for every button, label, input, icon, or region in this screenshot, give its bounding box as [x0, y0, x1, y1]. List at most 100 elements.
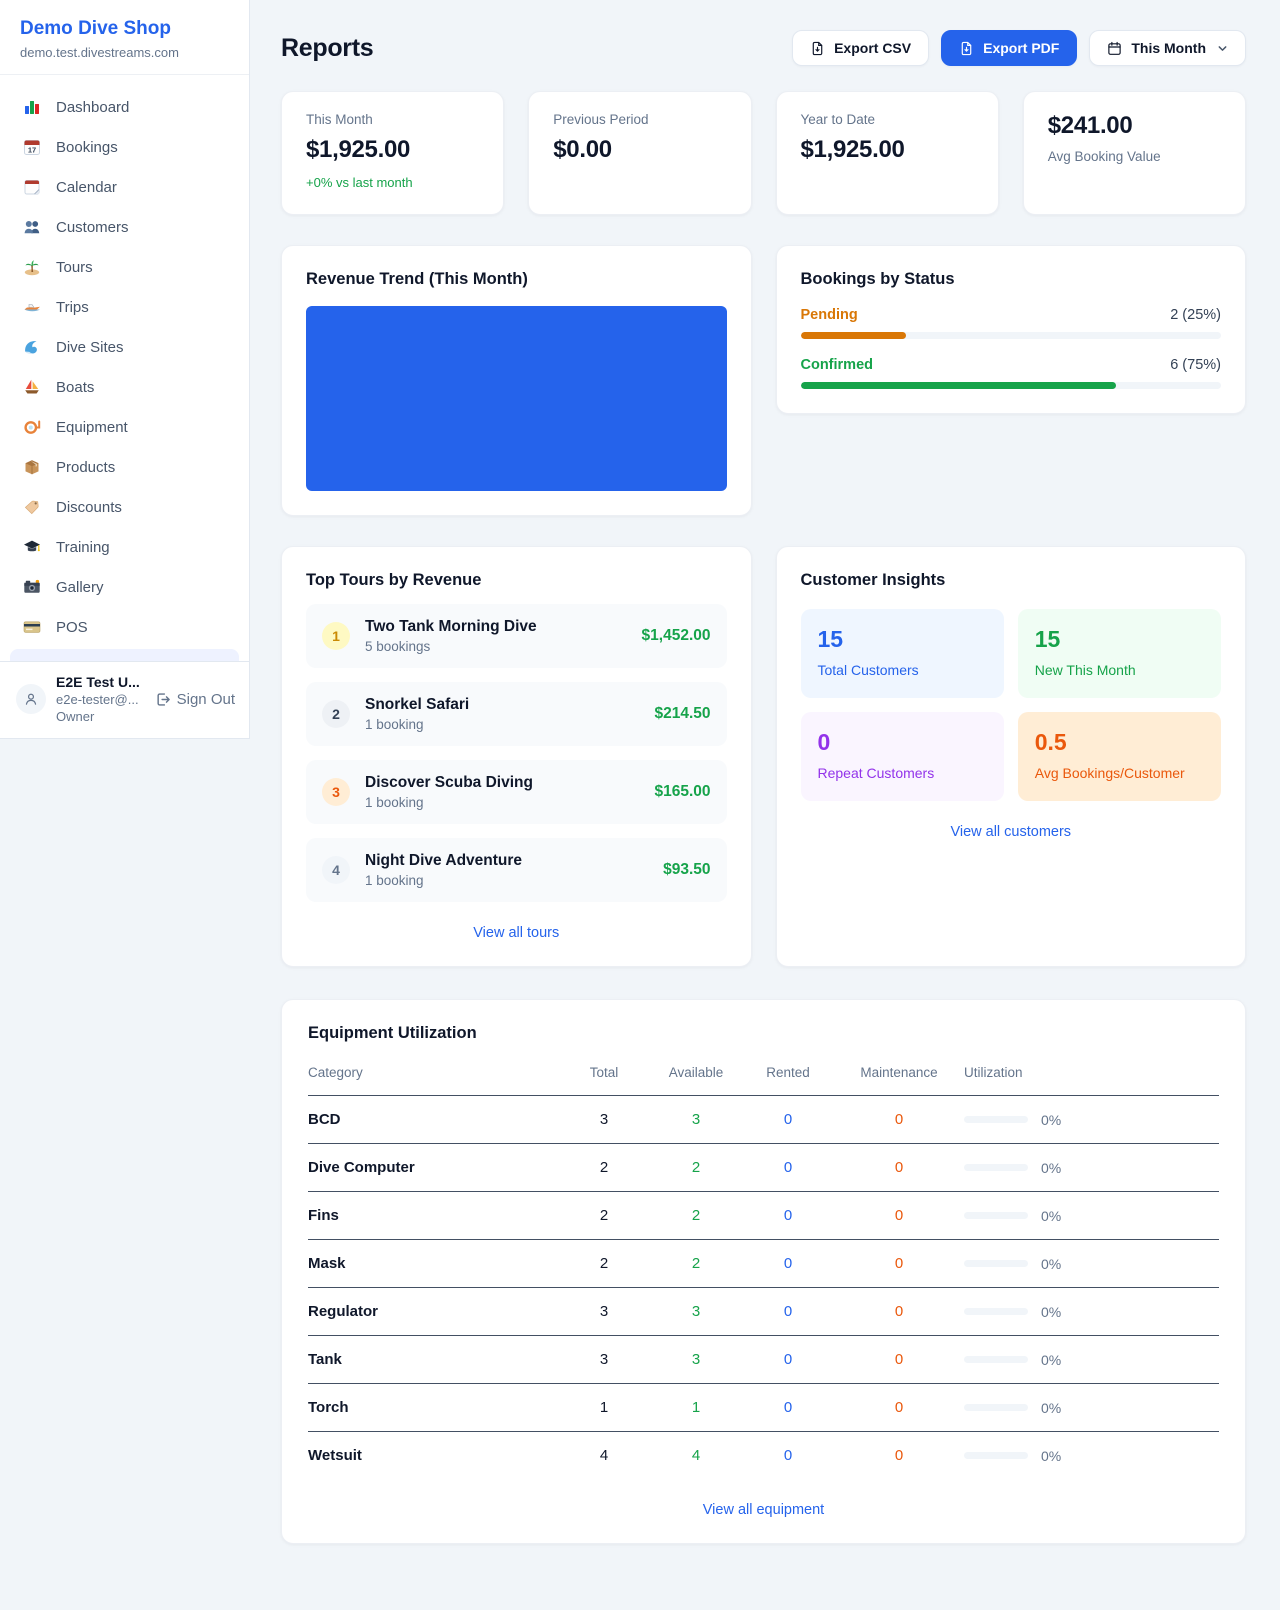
equipment-category: Regulator — [308, 1287, 558, 1336]
stat-card-this-month: This Month $1,925.00 +0% vs last month — [281, 91, 505, 215]
top-tours-title: Top Tours by Revenue — [306, 571, 482, 589]
insight-value: 0.5 — [1034, 729, 1067, 755]
utilization-bar-track — [964, 1260, 1028, 1267]
sidebar-item-label: Products — [56, 458, 116, 476]
wave-icon — [22, 337, 42, 357]
sidebar-item-training[interactable]: Training — [10, 527, 239, 567]
sidebar-item-calendar[interactable]: Calendar — [10, 167, 239, 207]
equipment-table-row: Regulator 3 3 0 0 0% — [308, 1287, 1219, 1336]
sign-out-button[interactable]: Sign Out — [154, 691, 235, 708]
equipment-maintenance: 0 — [834, 1287, 964, 1336]
equipment-total: 4 — [599, 1447, 609, 1464]
sidebar-item-bookings[interactable]: 17 Bookings — [10, 127, 239, 167]
sidebar-item-reports-active[interactable] — [10, 649, 239, 661]
tour-row[interactable]: 3 Discover Scuba Diving 1 booking $165.0… — [306, 760, 727, 824]
sidebar-item-equipment[interactable]: Equipment — [10, 407, 239, 447]
sidebar-item-discounts[interactable]: Discounts — [10, 487, 239, 527]
status-row: Confirmed 6 (75%) — [800, 357, 1221, 389]
file-download-icon — [959, 41, 974, 56]
tour-name: Two Tank Morning Dive — [365, 618, 537, 635]
tour-name: Night Dive Adventure — [365, 852, 523, 869]
insight-tile: 15 Total Customers — [800, 609, 1004, 698]
tour-bookings: 1 booking — [365, 795, 424, 810]
stat-card-avg-booking-value: $241.00 Avg Booking Value — [1022, 91, 1246, 215]
export-pdf-button[interactable]: Export PDF — [941, 30, 1078, 66]
shop-domain: demo.test.divestreams.com — [20, 45, 179, 60]
insight-label: Avg Bookings/Customer — [1034, 765, 1185, 781]
rank-badge: 2 — [322, 700, 350, 728]
view-all-equipment-link[interactable]: View all equipment — [702, 1502, 825, 1518]
equipment-table-row: Wetsuit 4 4 0 0 0% — [308, 1432, 1219, 1480]
tour-row[interactable]: 2 Snorkel Safari 1 booking $214.50 — [306, 682, 727, 746]
tour-amount: $214.50 — [654, 705, 711, 722]
sidebar-item-gallery[interactable]: Gallery — [10, 567, 239, 607]
equipment-total: 2 — [558, 1239, 650, 1288]
equipment-category: Wetsuit — [308, 1447, 362, 1464]
tour-row[interactable]: 4 Night Dive Adventure 1 booking $93.50 — [306, 838, 727, 902]
utilization-percent: 0% — [1041, 1159, 1062, 1176]
sidebar-item-products[interactable]: Products — [10, 447, 239, 487]
status-bar-fill — [800, 382, 1116, 389]
view-all-tours-link[interactable]: View all tours — [473, 925, 560, 941]
equipment-total: 2 — [558, 1191, 650, 1240]
utilization-percent: 0% — [1041, 1351, 1062, 1368]
sidebar-item-pos[interactable]: POS — [10, 607, 239, 647]
tour-amount: $93.50 — [663, 861, 711, 878]
bookings-by-status-title: Bookings by Status — [800, 270, 955, 288]
credit-card-icon — [22, 617, 42, 637]
tour-row[interactable]: 1 Two Tank Morning Dive 5 bookings $1,45… — [306, 604, 727, 668]
status-row: Pending 2 (25%) — [800, 307, 1221, 339]
sidebar-item-label: Tours — [56, 258, 93, 276]
equipment-table-row: Dive Computer 2 2 0 0 0% — [308, 1143, 1219, 1192]
sidebar-header: Demo Dive Shop demo.test.divestreams.com — [0, 0, 249, 75]
equipment-available: 3 — [650, 1287, 742, 1336]
island-icon — [22, 257, 42, 277]
period-select[interactable]: This Month — [1089, 30, 1246, 66]
sidebar-item-dashboard[interactable]: Dashboard — [10, 87, 239, 127]
equipment-category: BCD — [308, 1095, 558, 1144]
utilization-bar-track — [964, 1356, 1028, 1363]
equipment-table: Category Total Available Rented Maintena… — [308, 1055, 1219, 1479]
sidebar-item-boats[interactable]: Boats — [10, 367, 239, 407]
insight-tile: 15 New This Month — [1017, 609, 1221, 698]
equipment-total: 3 — [558, 1287, 650, 1336]
calendar-pad-icon — [22, 177, 42, 197]
equipment-rented: 0 — [742, 1191, 834, 1240]
equipment-available: 4 — [691, 1447, 701, 1464]
tour-bookings: 1 booking — [365, 717, 424, 732]
export-csv-button[interactable]: Export CSV — [792, 30, 930, 66]
status-count: 6 (75%) — [1170, 357, 1221, 373]
equipment-total: 2 — [558, 1143, 650, 1192]
main-content: Reports Export CSV Export PDF This Month — [250, 0, 1280, 1576]
equipment-rented: 0 — [742, 1335, 834, 1384]
sidebar-item-tours[interactable]: Tours — [10, 247, 239, 287]
insight-label: New This Month — [1034, 662, 1136, 678]
equipment-rented: 0 — [783, 1447, 793, 1464]
customer-insights-title: Customer Insights — [800, 571, 946, 589]
equipment-category: Torch — [308, 1383, 558, 1432]
dive-mask-icon — [22, 417, 42, 437]
status-label: Confirmed — [800, 357, 874, 373]
status-bar-track — [800, 382, 1221, 389]
utilization-percent: 0% — [1041, 1447, 1062, 1464]
view-all-customers-link[interactable]: View all customers — [950, 824, 1072, 840]
stats-row: This Month $1,925.00 +0% vs last month P… — [281, 91, 1246, 215]
sidebar-item-dive-sites[interactable]: Dive Sites — [10, 327, 239, 367]
equipment-maintenance: 0 — [834, 1383, 964, 1432]
sidebar-item-label: Dive Sites — [56, 338, 124, 356]
sidebar-item-label: Bookings — [56, 138, 118, 156]
insight-value: 0 — [817, 729, 831, 755]
stat-card-year-to-date: Year to Date $1,925.00 — [775, 91, 999, 215]
equipment-total: 1 — [558, 1383, 650, 1432]
sailboat-icon — [22, 377, 42, 397]
equipment-table-row: Torch 1 1 0 0 0% — [308, 1383, 1219, 1432]
sidebar-item-customers[interactable]: Customers — [10, 207, 239, 247]
insight-tile: 0.5 Avg Bookings/Customer — [1017, 712, 1221, 801]
utilization-bar-track — [964, 1452, 1028, 1459]
file-download-icon — [810, 41, 825, 56]
bookings-by-status-card: Bookings by Status Pending 2 (25%) — [775, 245, 1246, 414]
equipment-maintenance: 0 — [834, 1191, 964, 1240]
sidebar-item-label: Dashboard — [56, 98, 130, 116]
sidebar-item-trips[interactable]: Trips — [10, 287, 239, 327]
tour-bookings: 1 booking — [365, 873, 424, 888]
